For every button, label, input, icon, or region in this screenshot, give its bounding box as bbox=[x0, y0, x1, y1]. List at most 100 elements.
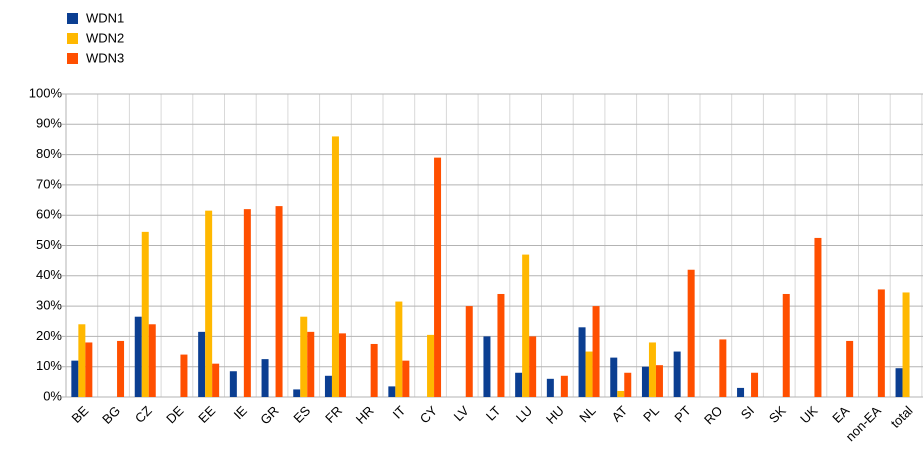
bar bbox=[895, 368, 903, 397]
bar bbox=[578, 327, 586, 397]
x-tick-label: DE bbox=[163, 403, 187, 427]
x-tick-label: LT bbox=[483, 403, 504, 424]
x-tick-label: EA bbox=[829, 403, 852, 426]
x-tick-label: PT bbox=[671, 403, 693, 425]
bar bbox=[610, 357, 618, 397]
bar bbox=[117, 340, 125, 397]
y-tick-label: 40% bbox=[36, 267, 62, 282]
x-tick-label: LU bbox=[513, 403, 535, 425]
bar bbox=[180, 354, 188, 397]
y-tick-label: 80% bbox=[36, 146, 62, 161]
bar bbox=[370, 343, 378, 397]
bar bbox=[402, 360, 410, 397]
bar bbox=[673, 351, 681, 397]
x-tick-label: BE bbox=[69, 403, 92, 426]
x-tick-label: LV bbox=[451, 403, 472, 424]
bar bbox=[497, 293, 505, 397]
bar bbox=[719, 339, 727, 397]
bar bbox=[592, 306, 600, 397]
bar bbox=[515, 372, 523, 397]
x-tick-label: PL bbox=[640, 403, 662, 425]
bar bbox=[71, 360, 79, 397]
y-tick-label: 100% bbox=[29, 85, 63, 100]
bar bbox=[483, 336, 491, 397]
legend-swatch bbox=[67, 33, 78, 44]
x-tick-label: UK bbox=[797, 403, 821, 427]
bar bbox=[324, 375, 332, 397]
x-tick-label: CZ bbox=[132, 403, 155, 426]
y-tick-label: 70% bbox=[36, 176, 62, 191]
bar bbox=[331, 136, 339, 398]
x-tick-label: non-EA bbox=[843, 403, 885, 445]
x-tick-label: BG bbox=[99, 403, 123, 427]
x-tick-label: SI bbox=[738, 403, 757, 422]
bar bbox=[641, 366, 649, 397]
x-tick-label: AT bbox=[609, 403, 631, 425]
bar bbox=[134, 316, 142, 397]
x-tick-label: GR bbox=[257, 403, 281, 427]
bar bbox=[546, 378, 554, 397]
bar bbox=[85, 342, 93, 397]
bar bbox=[261, 359, 269, 397]
bar bbox=[229, 371, 237, 397]
bar bbox=[427, 334, 435, 397]
legend-label: WDN1 bbox=[86, 10, 124, 25]
x-tick-label: SK bbox=[766, 403, 789, 426]
x-tick-label: total bbox=[888, 403, 916, 431]
bar bbox=[585, 351, 593, 397]
y-tick-label: 60% bbox=[36, 207, 62, 222]
x-tick-label: FR bbox=[322, 403, 345, 426]
bar bbox=[465, 306, 473, 397]
bar bbox=[846, 340, 854, 397]
x-tick-label: CY bbox=[417, 403, 441, 427]
x-tick-label: NL bbox=[576, 403, 598, 425]
bar bbox=[293, 389, 301, 397]
bar bbox=[205, 210, 213, 397]
bar bbox=[338, 333, 346, 397]
legend-label: WDN3 bbox=[86, 50, 124, 65]
x-tick-label: IE bbox=[231, 403, 251, 423]
y-tick-label: 50% bbox=[36, 237, 62, 252]
bar bbox=[78, 324, 86, 397]
x-tick-label: EE bbox=[195, 403, 218, 426]
bar bbox=[529, 336, 537, 397]
bar bbox=[388, 386, 396, 397]
bar bbox=[300, 316, 308, 397]
bar bbox=[648, 342, 656, 397]
y-tick-label: 20% bbox=[36, 328, 62, 343]
bar bbox=[814, 237, 822, 397]
bar bbox=[148, 324, 156, 397]
x-tick-label: HU bbox=[543, 403, 567, 427]
bar bbox=[737, 387, 745, 397]
bar bbox=[434, 157, 442, 397]
bar bbox=[655, 365, 663, 397]
bar bbox=[782, 293, 790, 397]
legend-swatch bbox=[67, 13, 78, 24]
y-tick-label: 0% bbox=[43, 388, 62, 403]
bar bbox=[560, 375, 568, 397]
bar bbox=[522, 254, 530, 397]
legend-label: WDN2 bbox=[86, 30, 124, 45]
bar bbox=[212, 363, 220, 397]
bar bbox=[243, 209, 251, 397]
x-tick-label: ES bbox=[290, 403, 313, 426]
x-tick-label: RO bbox=[701, 403, 725, 427]
legend-swatch bbox=[67, 53, 78, 64]
bar bbox=[395, 301, 403, 397]
y-tick-label: 10% bbox=[36, 358, 62, 373]
bar bbox=[624, 372, 632, 397]
bar bbox=[307, 331, 315, 397]
x-tick-label: HR bbox=[353, 403, 377, 427]
bar bbox=[275, 206, 283, 397]
bar bbox=[902, 292, 910, 397]
bar bbox=[141, 231, 149, 397]
bar bbox=[877, 289, 885, 397]
bar bbox=[687, 269, 695, 397]
x-tick-label: IT bbox=[390, 403, 409, 422]
bar bbox=[198, 331, 206, 397]
y-tick-label: 30% bbox=[36, 298, 62, 313]
bar bbox=[617, 390, 625, 397]
bar bbox=[751, 372, 759, 397]
y-tick-label: 90% bbox=[36, 116, 62, 131]
